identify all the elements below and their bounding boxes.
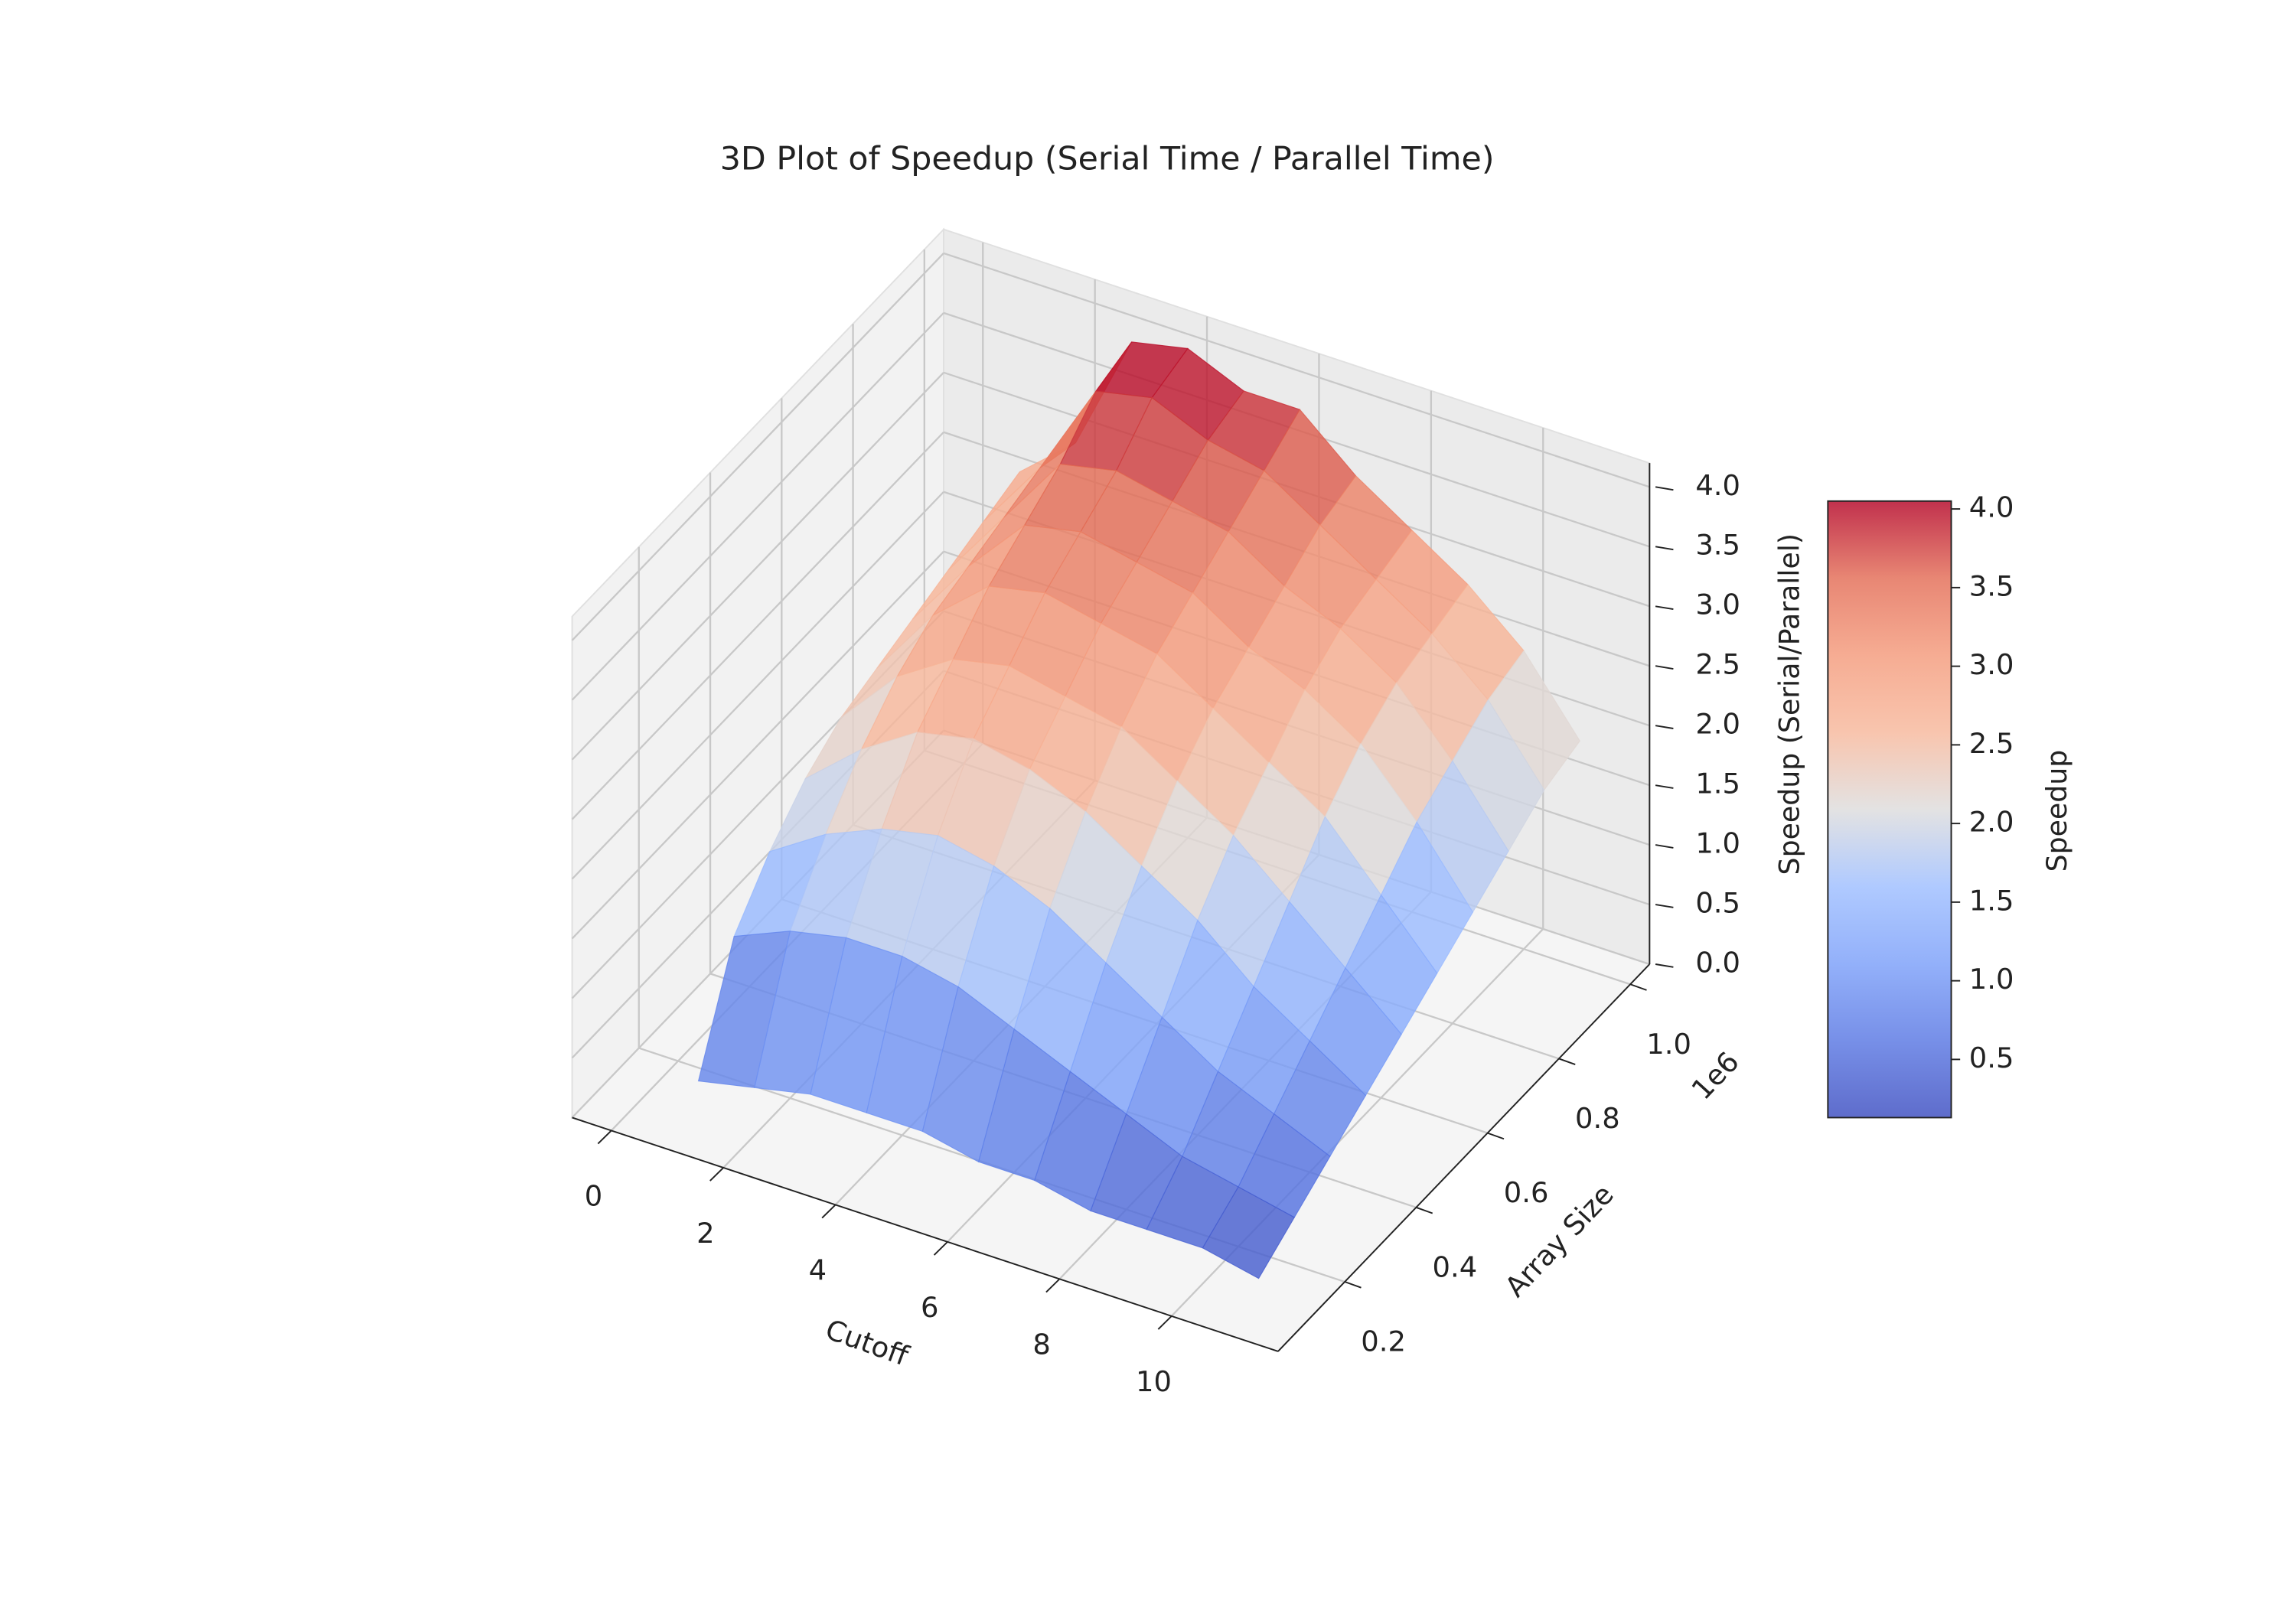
axis-line xyxy=(1277,963,1651,1352)
grid-line xyxy=(571,253,944,641)
x-tick xyxy=(1157,1315,1172,1330)
y-tick-label: 0.2 xyxy=(1361,1325,1406,1358)
x-tick-label: 6 xyxy=(921,1291,938,1324)
z-tick xyxy=(1655,725,1674,729)
x-tick xyxy=(933,1241,948,1256)
z-tick xyxy=(1655,546,1674,551)
colorbar-tick-label: 0.5 xyxy=(1969,1041,2014,1074)
x-tick-label: 4 xyxy=(809,1254,827,1287)
grid-line xyxy=(571,550,944,940)
z-tick-label: 0.5 xyxy=(1695,887,1740,920)
z-tick-label: 0.0 xyxy=(1695,947,1740,980)
z-tick-label: 3.0 xyxy=(1695,588,1740,621)
z-tick-label: 4.0 xyxy=(1695,469,1740,502)
z-tick xyxy=(1655,665,1674,670)
y-tick xyxy=(1629,983,1647,991)
grid-line xyxy=(571,312,944,701)
y-tick xyxy=(1558,1058,1576,1065)
z-tick xyxy=(1655,486,1674,491)
surface xyxy=(697,341,1580,1279)
y-tick xyxy=(1416,1206,1433,1214)
x-axis-label: Cutoff xyxy=(821,1313,913,1373)
z-tick-label: 1.5 xyxy=(1695,768,1740,800)
grid-line xyxy=(571,431,944,820)
z-tick-label: 3.5 xyxy=(1695,529,1740,562)
colorbar-tick-label: 3.0 xyxy=(1969,648,2014,681)
colorbar-tick-label: 4.0 xyxy=(1969,491,2014,524)
y-tick xyxy=(1487,1132,1505,1140)
colorbar-tick-label: 2.0 xyxy=(1969,806,2014,839)
z-tick-label: 2.0 xyxy=(1695,708,1740,741)
y-tick-label: 0.4 xyxy=(1433,1251,1478,1284)
z-tick-label: 1.0 xyxy=(1695,827,1740,860)
colorbar-label: Speedup xyxy=(2040,750,2073,872)
x-tick xyxy=(709,1167,724,1182)
x-tick-label: 0 xyxy=(585,1180,602,1213)
z-tick xyxy=(1655,904,1674,908)
colorbar: 0.5 1.0 1.5 2.0 2.5 3.0 3.5 4.0 Speedup xyxy=(1827,491,2073,1119)
colorbar-tick-label: 1.5 xyxy=(1969,885,2014,918)
grid-line xyxy=(943,252,1650,488)
z-tick xyxy=(1655,963,1674,968)
colorbar-scale xyxy=(1827,500,1952,1119)
y-offset-label: 1e6 xyxy=(1685,1045,1746,1106)
x-tick xyxy=(1045,1278,1061,1293)
x-tick-label: 2 xyxy=(696,1217,714,1250)
grid-line xyxy=(571,491,944,880)
chart-title: 3D Plot of Speedup (Serial Time / Parall… xyxy=(720,140,1495,178)
z-tick xyxy=(1655,605,1674,611)
x-tick-label: 8 xyxy=(1032,1328,1050,1361)
x-tick xyxy=(597,1129,612,1145)
y-tick-label: 0.6 xyxy=(1504,1177,1549,1210)
z-tick xyxy=(1655,784,1674,789)
y-tick xyxy=(1344,1281,1362,1289)
surface-cell xyxy=(1202,1186,1296,1279)
grid-line xyxy=(571,372,944,761)
colorbar-tick-label: 1.0 xyxy=(1969,963,2014,996)
x-tick xyxy=(821,1204,837,1219)
z-tick xyxy=(1655,844,1674,849)
colorbar-tick-label: 3.5 xyxy=(1969,570,2014,603)
axis-line xyxy=(572,1116,1279,1352)
y-tick-label: 0.8 xyxy=(1575,1102,1620,1135)
colorbar-tick-label: 2.5 xyxy=(1969,727,2014,760)
z-tick-label: 2.5 xyxy=(1695,648,1740,681)
y-tick-label: 1.0 xyxy=(1646,1028,1691,1061)
x-tick-label: 10 xyxy=(1136,1365,1172,1398)
z-axis-label: Speedup (Serial/Parallel) xyxy=(1773,533,1805,875)
